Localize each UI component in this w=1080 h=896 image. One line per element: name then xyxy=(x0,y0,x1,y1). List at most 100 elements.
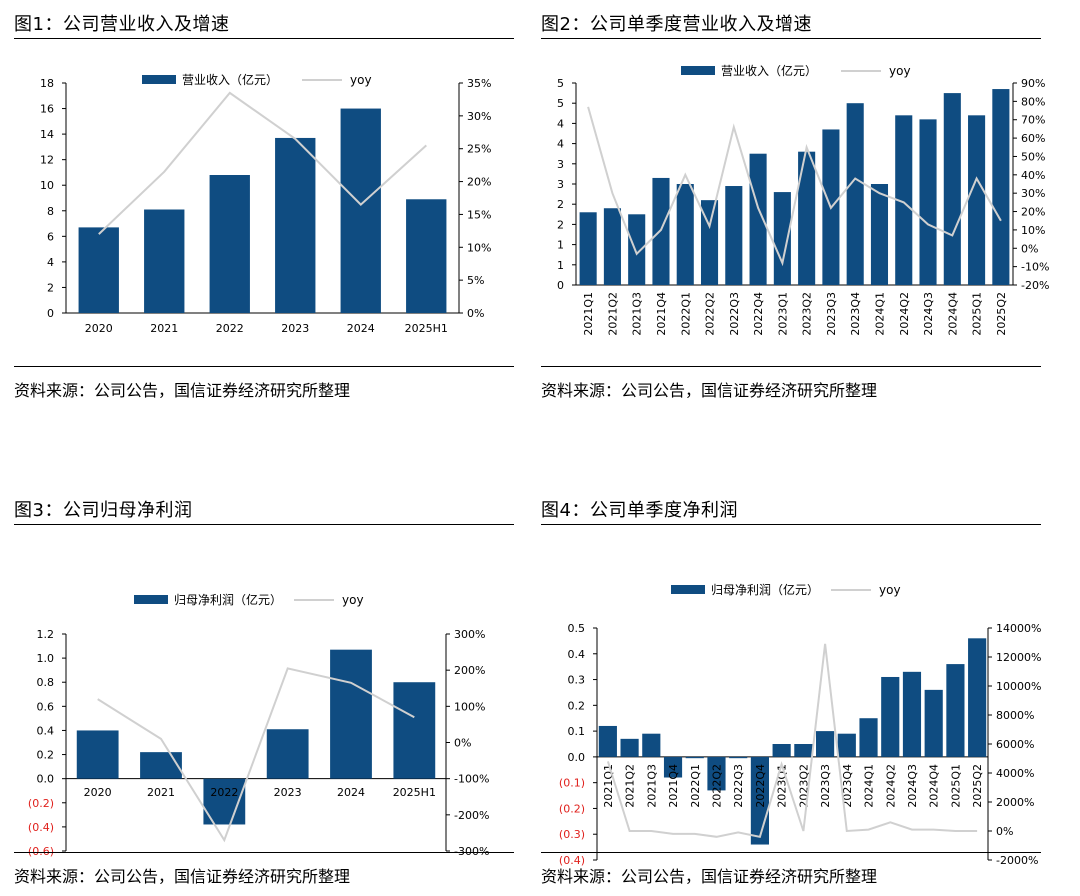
yoy-line xyxy=(98,91,427,235)
category-label: 2024Q4 xyxy=(946,292,959,336)
legend: 营业收入（亿元） yoy xyxy=(681,63,911,78)
right-axis-tick-label: 0% xyxy=(1021,242,1038,255)
bar xyxy=(700,200,719,285)
source-rule xyxy=(541,366,1041,367)
left-axis-tick-label: 2 xyxy=(557,198,564,211)
bar xyxy=(943,93,961,285)
category-label: 2022Q3 xyxy=(728,292,741,336)
bar xyxy=(330,649,372,779)
yoy-line xyxy=(606,643,978,838)
bar xyxy=(642,733,661,757)
left-axis-tick-label: (0.4) xyxy=(28,821,54,834)
bar xyxy=(859,718,878,757)
bar xyxy=(603,208,621,285)
bar xyxy=(729,756,748,759)
legend-swatch-bar xyxy=(142,75,176,84)
right-axis-tick-label: 14000% xyxy=(996,622,1041,635)
source-note: 资料来源：公司公告，国信证券经济研究所整理 xyxy=(541,867,878,886)
right-axis-tick-label: 0% xyxy=(996,825,1013,838)
category-label: 2023Q4 xyxy=(849,292,862,336)
bar xyxy=(598,725,617,757)
category-label: 2022 xyxy=(216,322,244,335)
bar xyxy=(725,186,743,285)
left-axis-tick-label: 0.5 xyxy=(568,622,586,635)
right-axis-tick-label: -20% xyxy=(1021,279,1049,292)
bar xyxy=(773,192,791,285)
left-axis-tick-label: 0.2 xyxy=(568,699,586,712)
chart-net-profit: (0.6) (0.4) (0.2) 0.0 0.2 0.4 0.6 0.8 1.0 1.2 -300… xyxy=(28,592,490,858)
right-axis-tick-label: 10% xyxy=(1021,224,1045,237)
bar xyxy=(798,151,816,285)
bar xyxy=(663,756,683,778)
right-axis-tick-label: 5% xyxy=(467,274,484,287)
legend: 营业收入（亿元） yoy xyxy=(142,72,372,87)
bar xyxy=(579,212,597,285)
right-axis-tick-label: 10% xyxy=(467,241,491,254)
left-axis-tick-label: (0.1) xyxy=(559,777,585,790)
category-label: 2025Q2 xyxy=(995,292,1008,336)
left-axis-tick-label: 0.2 xyxy=(37,749,55,762)
left-axis-tick-label: (0.3) xyxy=(559,828,585,841)
bar xyxy=(968,115,986,285)
right-axis-tick-label: 25% xyxy=(467,143,491,156)
category-label: 2023Q3 xyxy=(825,292,838,336)
right-axis-tick-label: 0% xyxy=(467,307,484,320)
bar xyxy=(968,638,987,757)
right-axis-tick-label: -2000% xyxy=(996,854,1038,867)
category-label: 2021Q2 xyxy=(606,292,619,336)
bar xyxy=(685,756,704,759)
category-label: 2020 xyxy=(85,322,113,335)
figure-title: 图3：公司归母净利润 xyxy=(14,500,193,521)
category-label: 2023Q1 xyxy=(776,764,789,808)
left-axis-tick-label: 0.8 xyxy=(37,676,55,689)
category-label: 2022Q2 xyxy=(704,292,717,336)
left-axis-tick-label: 4 xyxy=(47,256,54,269)
legend-label-line: yoy xyxy=(889,64,911,78)
title-rule xyxy=(541,524,1041,525)
bar xyxy=(140,752,182,779)
yoy-line xyxy=(587,106,1002,267)
left-axis-tick-label: (0.2) xyxy=(28,797,54,810)
category-label: 2022 xyxy=(210,786,238,799)
category-label: 2023Q3 xyxy=(819,764,832,808)
category-label: 2021Q3 xyxy=(631,292,644,336)
left-axis-tick-label: 0 xyxy=(47,307,54,320)
category-label: 2022Q3 xyxy=(732,764,745,808)
right-axis-tick-label: 15% xyxy=(467,208,491,221)
bar xyxy=(707,756,726,791)
category-label: 2022Q1 xyxy=(679,292,692,336)
bar xyxy=(393,682,436,779)
title-rule xyxy=(14,524,514,525)
category-label: 2024Q2 xyxy=(898,292,911,336)
legend-swatch-bar xyxy=(671,585,705,594)
bar xyxy=(870,184,889,285)
figure-title: 图1：公司营业收入及增速 xyxy=(14,14,230,35)
figure-title: 图2：公司单季度营业收入及增速 xyxy=(541,14,812,35)
left-axis-tick-label: 0.4 xyxy=(37,724,55,737)
right-axis-tick-label: 40% xyxy=(1021,169,1045,182)
category-label: 2025Q1 xyxy=(971,292,984,336)
category-label: 2025H1 xyxy=(393,786,436,799)
right-axis-tick-label: 4000% xyxy=(996,767,1034,780)
bar xyxy=(652,177,670,285)
category-label: 2024Q1 xyxy=(873,292,886,336)
right-axis-tick-label: 200% xyxy=(454,664,485,677)
right-axis-tick-label: 20% xyxy=(1021,206,1045,219)
right-axis-tick-label: 70% xyxy=(1021,114,1045,127)
left-axis-tick-label: 2 xyxy=(557,218,564,231)
bar xyxy=(924,689,943,757)
left-axis-tick-label: 0.4 xyxy=(568,648,586,661)
bar xyxy=(895,115,913,285)
category-label: 2021Q4 xyxy=(667,764,680,808)
bar xyxy=(406,199,447,313)
right-axis-tick-label: 90% xyxy=(1021,77,1045,90)
bar xyxy=(816,731,835,757)
left-axis-tick-label: 3 xyxy=(557,178,564,191)
category-label: 2021Q1 xyxy=(582,292,595,336)
right-axis-tick-label: 35% xyxy=(467,77,491,90)
category-label: 2024Q3 xyxy=(922,292,935,336)
right-axis-tick-label: 2000% xyxy=(996,796,1034,809)
source-note: 资料来源：公司公告，国信证券经济研究所整理 xyxy=(14,381,351,400)
bar xyxy=(144,209,185,313)
category-label: 2024Q2 xyxy=(884,764,897,808)
